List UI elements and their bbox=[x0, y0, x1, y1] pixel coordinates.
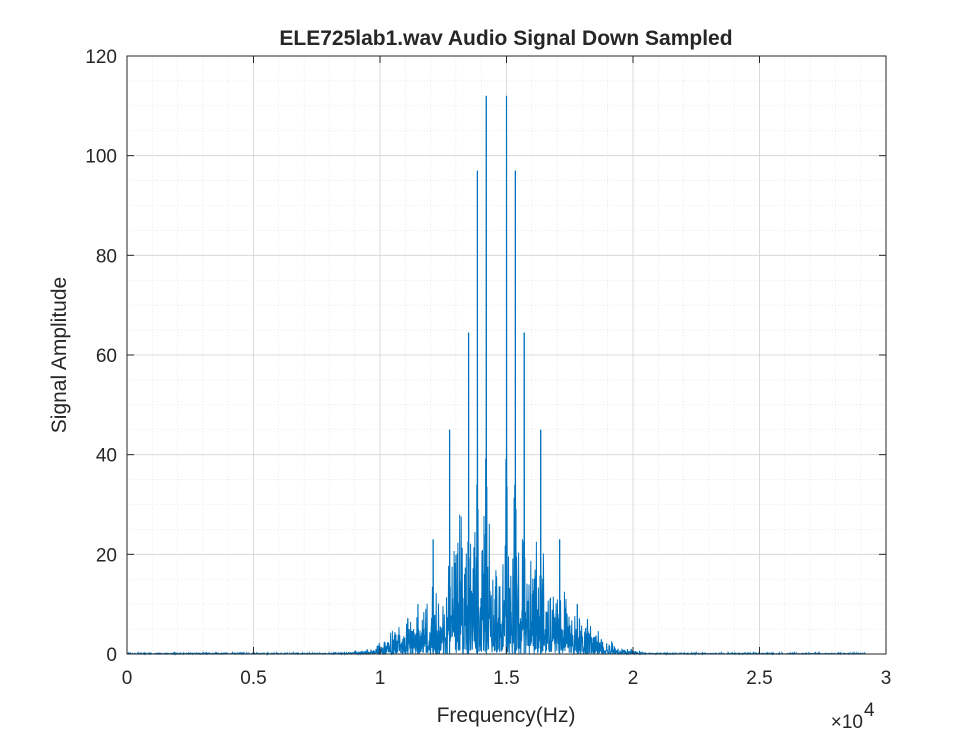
x-tick-label: 1 bbox=[375, 668, 386, 689]
y-tick-label: 0 bbox=[106, 645, 117, 666]
chart-title: ELE725lab1.wav Audio Signal Down Sampled bbox=[279, 27, 732, 50]
x-exponent-base: ×10 bbox=[831, 712, 863, 733]
tick-marks bbox=[126, 55, 887, 655]
y-tick-labels: 0 20 40 60 80 100 120 bbox=[85, 47, 117, 666]
y-tick-label: 60 bbox=[96, 346, 117, 367]
y-tick-label: 20 bbox=[96, 545, 117, 566]
x-tick-label: 0 bbox=[122, 668, 133, 689]
y-tick-label: 100 bbox=[85, 147, 117, 168]
y-axis-label: Signal Amplitude bbox=[48, 277, 71, 433]
x-tick-label: 1.5 bbox=[493, 668, 519, 689]
y-tick-label: 120 bbox=[85, 47, 117, 68]
y-tick-label: 40 bbox=[96, 446, 117, 467]
x-tick-label: 0.5 bbox=[240, 668, 266, 689]
x-tick-label: 2 bbox=[628, 668, 639, 689]
x-tick-labels: 0 0.5 1 1.5 2 2.5 3 bbox=[122, 668, 892, 689]
y-tick-label: 80 bbox=[96, 246, 117, 267]
x-tick-label: 3 bbox=[881, 668, 892, 689]
x-tick-label: 2.5 bbox=[746, 668, 772, 689]
x-axis-label: Frequency(Hz) bbox=[437, 704, 576, 727]
x-exponent-power: 4 bbox=[864, 700, 875, 721]
